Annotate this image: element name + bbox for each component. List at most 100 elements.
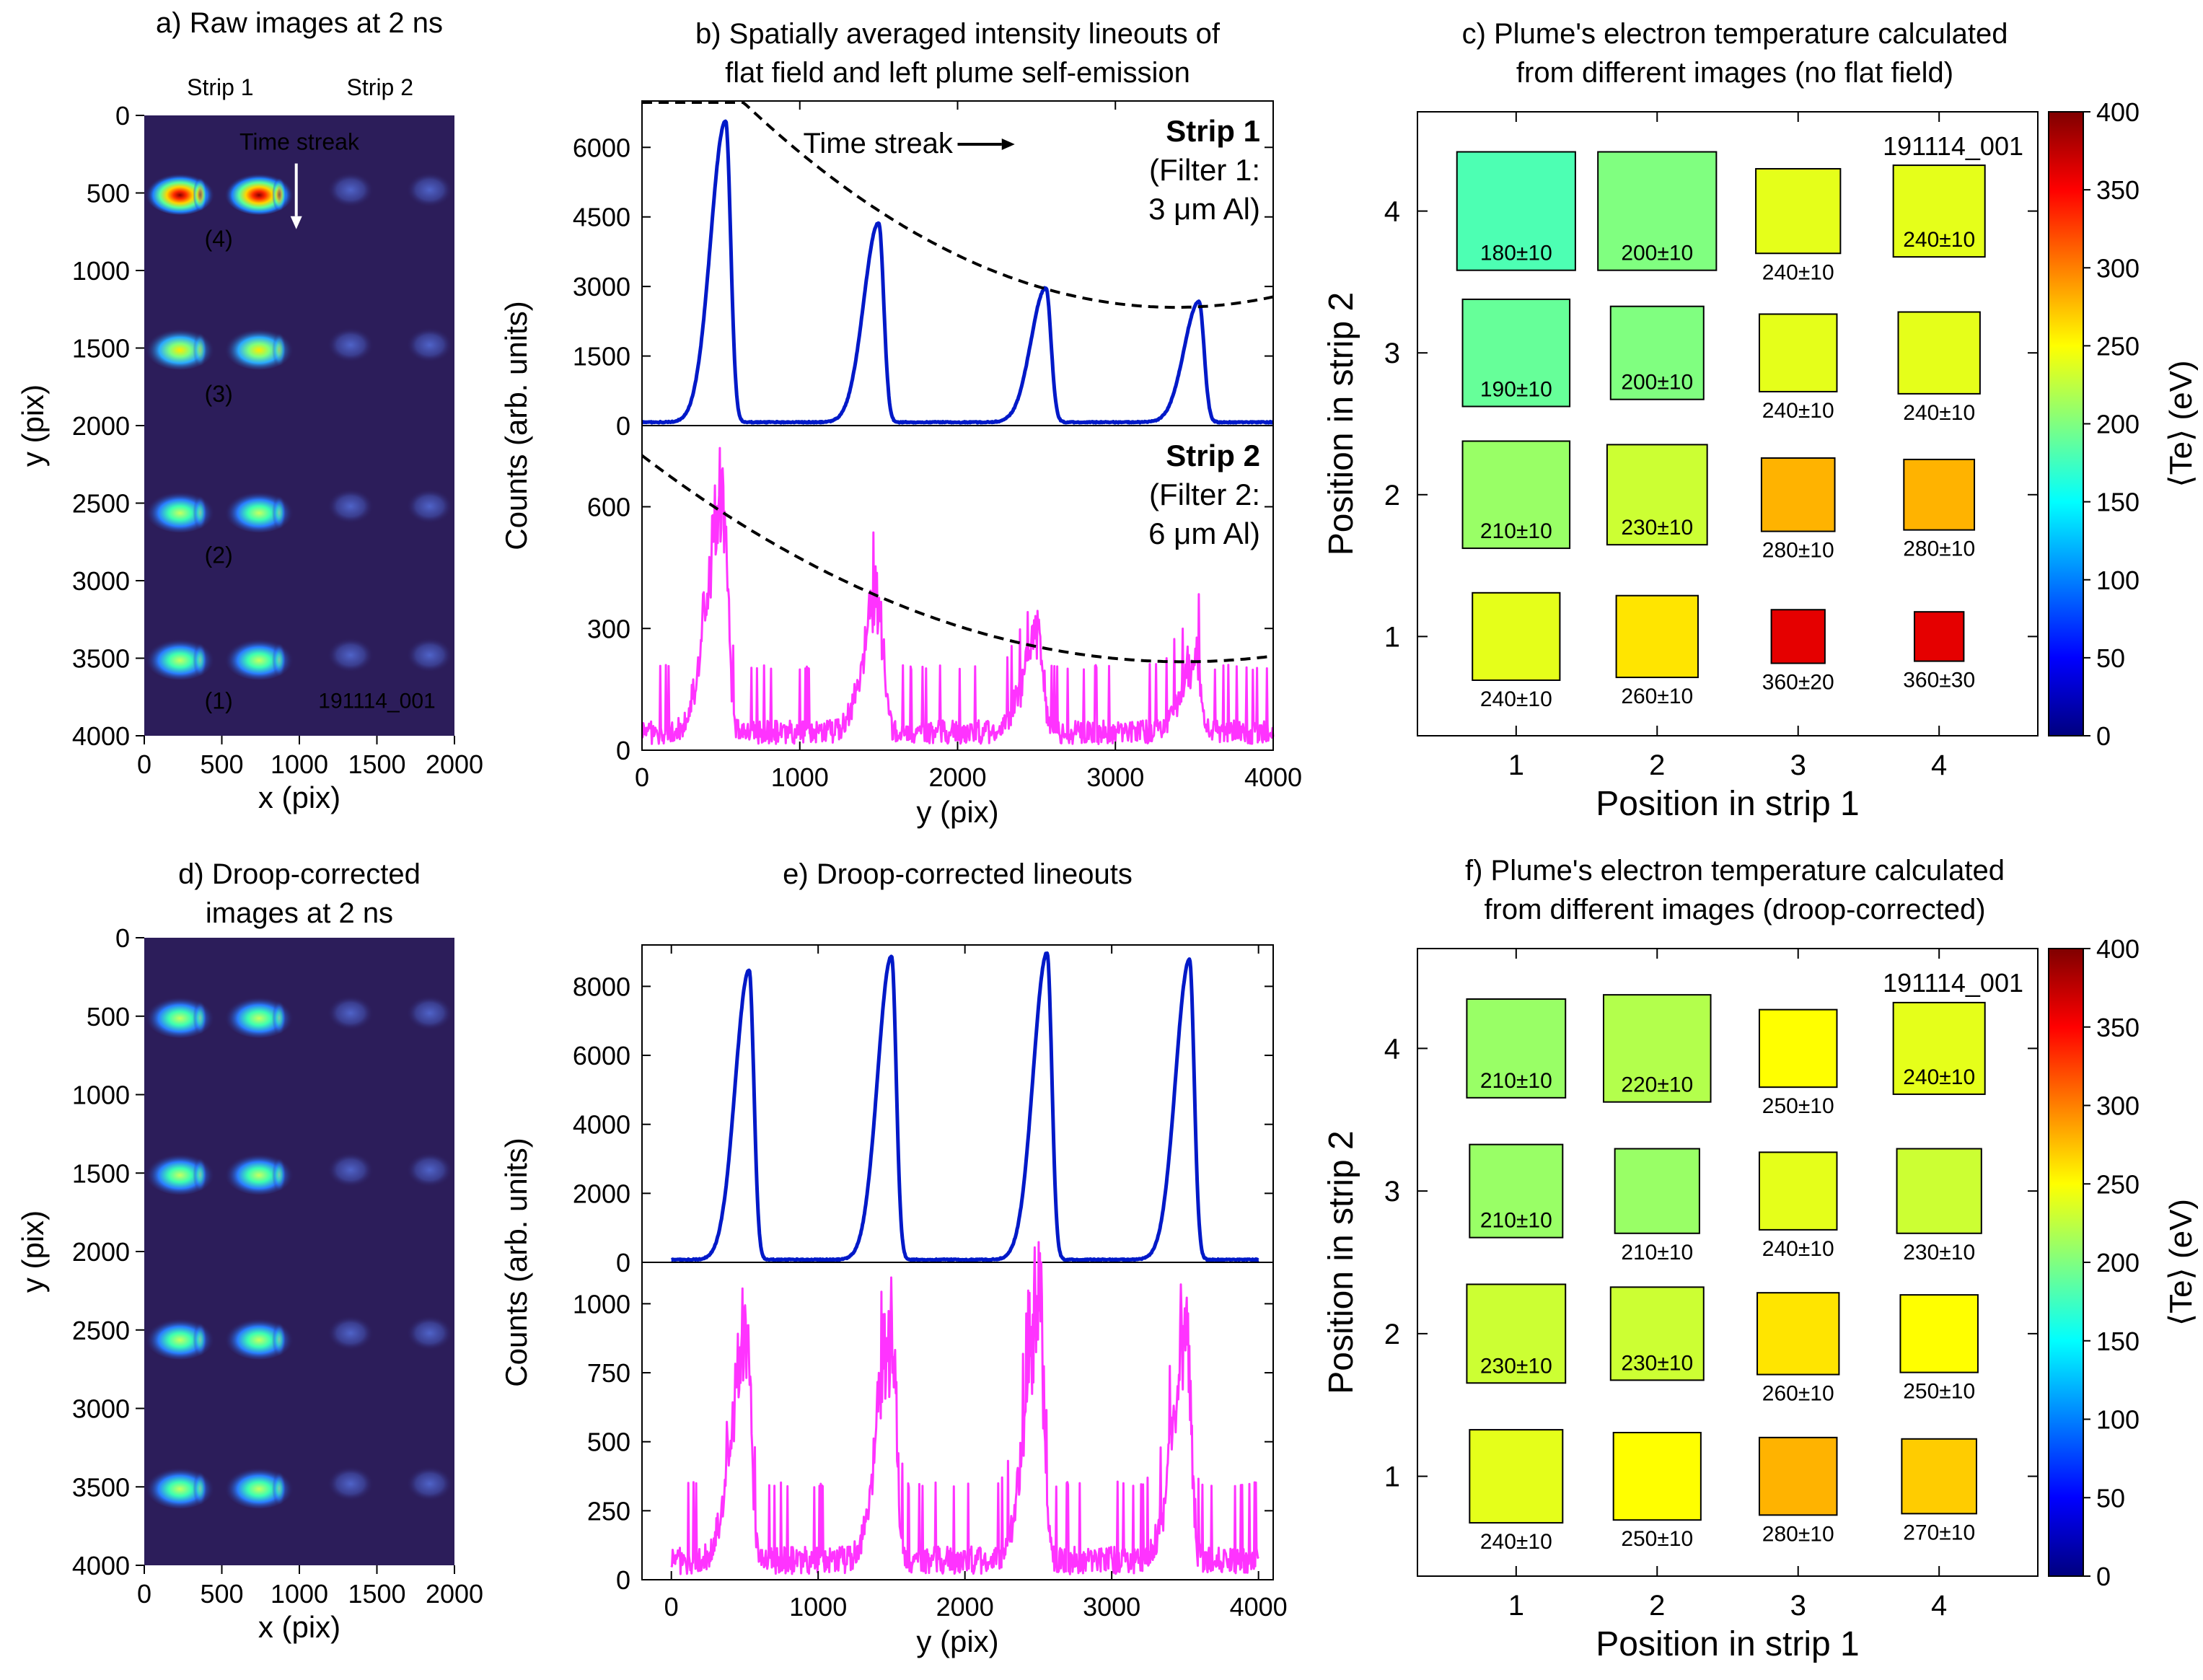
y-tick-label: 0: [616, 1565, 630, 1595]
time-streak-label: Time streak: [803, 128, 953, 159]
colorbar-tick-label: 400: [2096, 934, 2140, 964]
panel-b: b) Spatially averaged intensity lineouts…: [499, 18, 1302, 829]
x-tick-label: 2: [1649, 1590, 1665, 1622]
time-streak-label: Time streak: [239, 128, 360, 154]
panel-title-line2: images at 2 ns: [206, 897, 393, 929]
y-tick-label: 4000: [72, 721, 130, 751]
colorbar: [2049, 949, 2083, 1576]
colorbar-tick-label: 350: [2096, 175, 2140, 205]
temperature-value: 250±10: [1903, 1380, 1975, 1404]
y-axis-label: Position in strip 2: [1322, 1130, 1360, 1394]
temperature-value: 230±10: [1621, 516, 1693, 540]
x-axis-label: Position in strip 1: [1596, 785, 1860, 823]
panel-title: e) Droop-corrected lineouts: [783, 858, 1133, 890]
temperature-value: 240±10: [1762, 260, 1834, 284]
temperature-value: 250±10: [1762, 1094, 1834, 1118]
y-tick-label: 2: [1384, 480, 1400, 511]
temperature-cell: [1903, 458, 1976, 531]
temperature-value: 240±10: [1903, 228, 1975, 252]
x-tick-label: 4: [1931, 1590, 1947, 1622]
colorbar-label: ⟨Te⟩ (eV): [2163, 1199, 2199, 1326]
temperature-value: 190±10: [1480, 377, 1552, 401]
x-tick-label: 0: [137, 1579, 151, 1609]
temperature-cell: [1461, 298, 1571, 408]
temperature-value: 280±10: [1903, 537, 1975, 561]
colorbar-tick-label: 50: [2096, 643, 2125, 673]
panel-f: f) Plume's electron temperature calculat…: [1322, 855, 2199, 1663]
temperature-cell: [1612, 1432, 1702, 1521]
temperature-value: 240±10: [1903, 1065, 1975, 1089]
filter-label: 3 μm Al): [1148, 192, 1260, 226]
image-blob-edge: [193, 1320, 208, 1355]
temperature-cell: [1615, 594, 1699, 679]
y-tick-label: 300: [587, 614, 630, 643]
colorbar-tick-label: 250: [2096, 331, 2140, 361]
image-blob-edge: [272, 175, 287, 211]
y-tick-label: 3000: [72, 1394, 130, 1424]
x-tick-label: 2000: [426, 1579, 483, 1609]
x-tick-label: 3: [1790, 1590, 1806, 1622]
y-tick-label: 2000: [72, 411, 130, 441]
temperature-value: 240±10: [1480, 687, 1552, 711]
panel-title: b) Spatially averaged intensity lineouts…: [695, 18, 1221, 50]
image-blob: [406, 638, 453, 673]
y-tick-label: 1000: [573, 1289, 630, 1319]
image-blob: [406, 1152, 453, 1187]
x-tick-label: 1: [1508, 749, 1524, 781]
temperature-value: 200±10: [1621, 371, 1693, 395]
y-tick-label: 250: [587, 1496, 630, 1526]
image-blob-edge: [193, 330, 208, 366]
temperature-value: 360±30: [1903, 669, 1975, 692]
strip-label: Strip 2: [347, 74, 413, 100]
x-tick-label: 1500: [348, 749, 405, 779]
panel-d: d) Droop-corrected images at 2 ns 0 500 1000…: [16, 858, 483, 1644]
strip-label: Strip 1: [1166, 114, 1260, 148]
temperature-value: 240±10: [1762, 1237, 1834, 1261]
y-tick-label: 500: [87, 1002, 130, 1032]
upper-lineout-series: [670, 951, 1260, 1262]
temperature-value: 250±10: [1621, 1527, 1693, 1551]
y-tick-label: 3: [1384, 1176, 1400, 1208]
y-tick-label: 0: [115, 923, 130, 953]
colorbar-label: ⟨Te⟩ (eV): [2163, 360, 2199, 487]
filter-label: (Filter 2:: [1149, 478, 1260, 511]
temperature-cell: [1758, 313, 1838, 392]
temperature-cell: [1758, 1008, 1838, 1089]
colorbar-tick-label: 50: [2096, 1483, 2125, 1513]
colorbar-tick-label: 300: [2096, 1091, 2140, 1121]
y-tick-label: 8000: [573, 972, 630, 1001]
temperature-cell: [1892, 164, 1986, 258]
y-tick-label: 2: [1384, 1319, 1400, 1350]
temperature-value: 260±10: [1762, 1382, 1834, 1406]
image-blob: [327, 995, 374, 1031]
upper-flat-field-curve: [642, 101, 1274, 309]
image-blob-edge: [193, 175, 208, 211]
x-tick-label: 1500: [348, 1579, 405, 1609]
image-label: (2): [205, 542, 233, 568]
image-blob-edge: [193, 998, 208, 1034]
panel-title: a) Raw images at 2 ns: [156, 7, 443, 39]
y-tick-label: 3500: [72, 644, 130, 674]
panel-title-line2: from different images (no flat field): [1516, 57, 1953, 89]
temperature-value: 240±10: [1903, 401, 1975, 425]
temperature-value: 270±10: [1903, 1521, 1975, 1544]
temperature-cell: [1469, 1429, 1564, 1524]
x-tick-label: 1000: [771, 762, 829, 792]
temperature-value: 360±20: [1762, 671, 1834, 695]
temperature-cell: [1901, 1438, 1977, 1515]
colorbar-tick-label: 350: [2096, 1013, 2140, 1042]
colorbar-tick-label: 100: [2096, 566, 2140, 595]
y-axis-label: y (pix): [16, 384, 50, 467]
y-tick-label: 500: [587, 1428, 630, 1457]
y-tick-label: 6000: [573, 1041, 630, 1070]
shot-label: 191114_001: [1883, 131, 2023, 161]
y-axis-label: Position in strip 2: [1322, 292, 1360, 556]
x-axis-label: x (pix): [258, 780, 340, 814]
temperature-cell: [1469, 1143, 1564, 1239]
filter-label: (Filter 1:: [1149, 153, 1260, 187]
temperature-cell: [1603, 994, 1712, 1103]
x-tick-label: 0: [664, 1592, 679, 1622]
y-axis-label: Counts (arb. units): [499, 1138, 533, 1386]
panel-title: d) Droop-corrected: [178, 858, 421, 890]
temperature-cell: [1756, 1292, 1840, 1376]
